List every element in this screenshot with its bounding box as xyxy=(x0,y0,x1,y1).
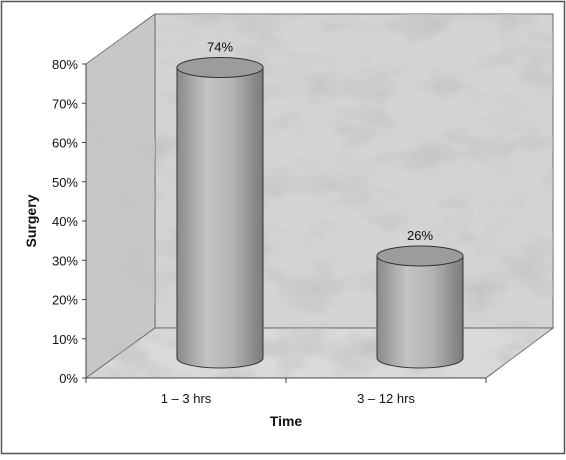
y-axis-title: Surgery xyxy=(23,194,39,247)
bar-body xyxy=(376,255,464,369)
y-tick-label: 70% xyxy=(52,96,78,111)
data-labels: 74% 26% xyxy=(207,40,433,243)
bar-cylinder xyxy=(376,245,464,369)
y-tick-label: 60% xyxy=(52,136,78,151)
y-tick-label: 80% xyxy=(52,57,78,72)
y-tick-label: 40% xyxy=(52,214,78,229)
x-tick-label: 1 – 3 hrs xyxy=(161,391,212,406)
side-wall-texture xyxy=(86,14,155,378)
bars xyxy=(176,57,464,369)
y-tick-label: 10% xyxy=(52,332,78,347)
x-axis-title: Time xyxy=(270,413,303,429)
bar-top xyxy=(376,245,464,267)
x-ticks: 1 – 3 hrs 3 – 12 hrs xyxy=(85,378,487,406)
y-tick-label: 20% xyxy=(52,293,78,308)
bar-cylinder xyxy=(176,57,264,369)
bar-data-label: 26% xyxy=(407,228,433,243)
x-tick-label: 3 – 12 hrs xyxy=(357,391,415,406)
bar-data-label: 74% xyxy=(207,40,233,55)
floor-texture xyxy=(86,328,553,378)
bar-top xyxy=(176,57,264,79)
y-tick-label: 30% xyxy=(52,253,78,268)
y-tick-label: 50% xyxy=(52,175,78,190)
bar-body xyxy=(176,67,264,369)
y-tick-label: 0% xyxy=(59,371,78,386)
y-ticks: 0% 10% 20% 30% 40% 50% 60% 70% 80% xyxy=(52,57,86,386)
